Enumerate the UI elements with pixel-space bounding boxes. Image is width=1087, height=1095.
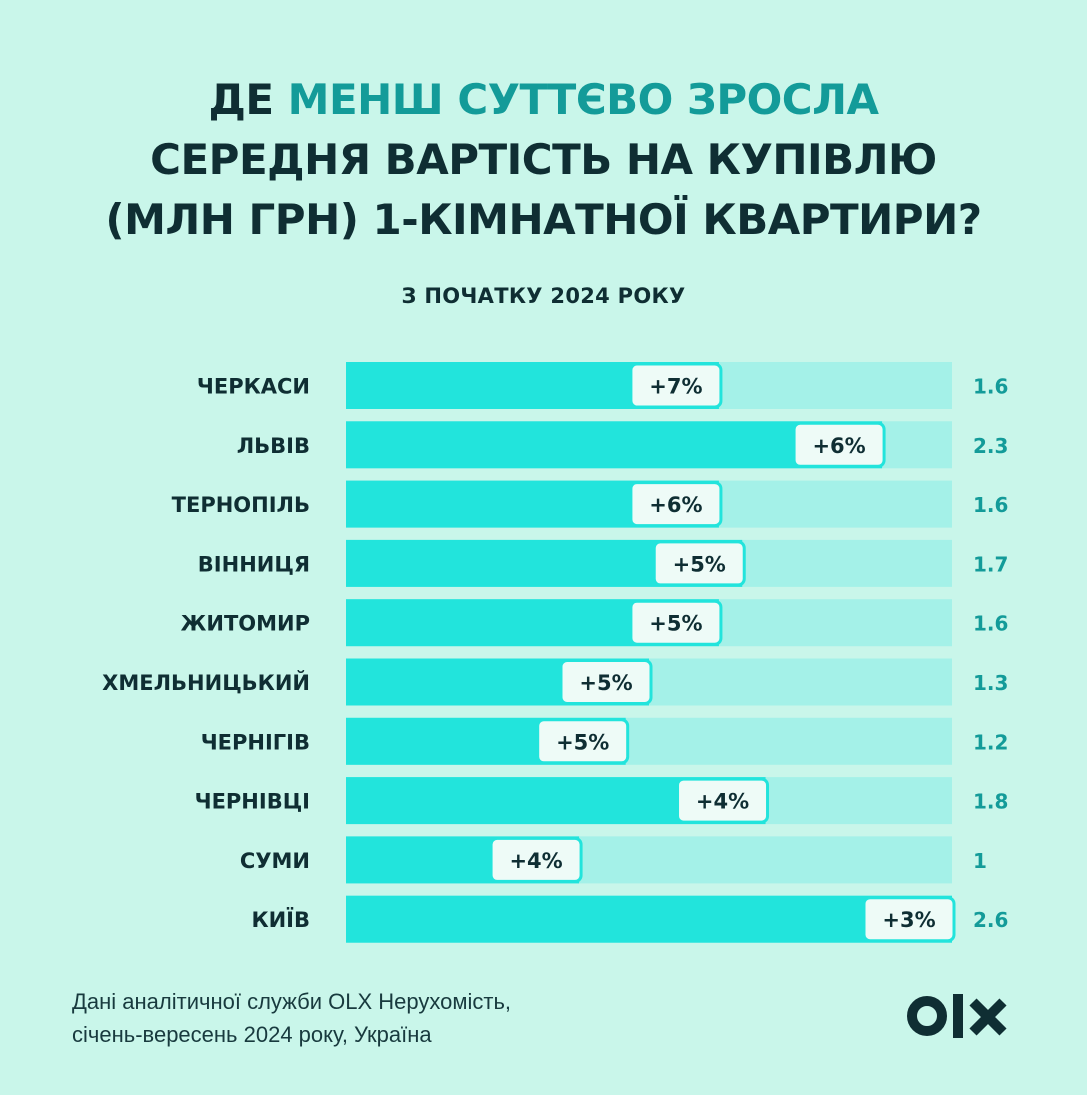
- change-badge: [676, 777, 770, 824]
- title-line-2: СЕРЕДНЯ ВАРТІСТЬ НА КУПІВЛЮ: [150, 135, 937, 184]
- source-note: Дані аналітичної служби OLX Нерухомість,…: [72, 985, 511, 1051]
- bar-chart-svg: ЧЕРКАСИ +7% 1.6 ЛЬВІВ +6% 2.3 ТЕРНОПІЛЬ +6% 1.6 В…: [102, 362, 1008, 943]
- value-label: 1.6: [973, 375, 1008, 399]
- change-badge: [792, 421, 886, 468]
- value-label: 2.6: [973, 908, 1008, 932]
- category-label: ЧЕРКАСИ: [197, 375, 310, 399]
- title-prefix: ДЕ: [208, 75, 288, 124]
- bar: [346, 895, 952, 943]
- value-label: 1.2: [973, 730, 1008, 754]
- value-label: 1.6: [973, 612, 1008, 636]
- chart-title: ДЕ МЕНШ СУТТЄВО ЗРОСЛА СЕРЕДНЯ ВАРТІСТЬ …: [0, 70, 1087, 250]
- chart-subtitle: З ПОЧАТКУ 2024 РОКУ: [401, 284, 686, 308]
- category-label: ВІННИЦЯ: [198, 552, 310, 576]
- olx-logo-icon: [907, 994, 1007, 1038]
- source-note-line-1: Дані аналітичної служби OLX Нерухомість,: [72, 989, 512, 1014]
- category-label: ЧЕРНІВЦІ: [195, 790, 310, 814]
- value-label: 1.3: [973, 671, 1008, 695]
- change-label: +4%: [696, 790, 749, 814]
- change-badge: [862, 896, 956, 943]
- value-label: 1.8: [973, 790, 1008, 814]
- change-label: +6%: [812, 434, 865, 458]
- change-badge: [652, 540, 746, 587]
- change-badge: [629, 599, 723, 646]
- value-label: 1: [973, 849, 987, 873]
- change-badge: [559, 659, 653, 705]
- change-label: +7%: [649, 375, 702, 399]
- change-label: +6%: [649, 493, 702, 517]
- category-label: ХМЕЛЬНИЦЬКИЙ: [102, 670, 310, 695]
- change-label: +4%: [509, 849, 562, 873]
- category-label: КИЇВ: [251, 907, 310, 932]
- category-label: ТЕРНОПІЛЬ: [172, 493, 310, 517]
- change-label: +3%: [882, 908, 935, 932]
- change-badge: [629, 362, 723, 409]
- title-accent: МЕНШ СУТТЄВО ЗРОСЛА: [287, 75, 879, 124]
- change-badge: [629, 481, 723, 528]
- value-label: 2.3: [973, 434, 1008, 458]
- change-label: +5%: [579, 671, 632, 695]
- change-label: +5%: [556, 730, 609, 754]
- value-label: 1.6: [973, 493, 1008, 517]
- change-label: +5%: [673, 552, 726, 576]
- source-note-line-2: січень-вересень 2024 року, Україна: [72, 1022, 432, 1047]
- value-label: 1.7: [973, 552, 1008, 576]
- title-line-3: (МЛН ГРН) 1-КІМНАТНОЇ КВАРТИРИ?: [105, 195, 982, 244]
- change-badge: [489, 836, 583, 883]
- change-badge: [536, 718, 630, 765]
- category-label: ЧЕРНІГІВ: [201, 730, 310, 754]
- category-label: СУМИ: [240, 849, 310, 873]
- olx-logo: [905, 990, 1017, 1042]
- category-label: ЛЬВІВ: [237, 434, 310, 458]
- category-label: ЖИТОМИР: [181, 612, 310, 636]
- bar-chart: ЧЕРКАСИ +7% 1.6 ЛЬВІВ +6% 2.3 ТЕРНОПІЛЬ +6% 1.6 В…: [0, 340, 1087, 960]
- title-line-1: ДЕ МЕНШ СУТТЄВО ЗРОСЛА: [0, 70, 1087, 130]
- change-label: +5%: [649, 612, 702, 636]
